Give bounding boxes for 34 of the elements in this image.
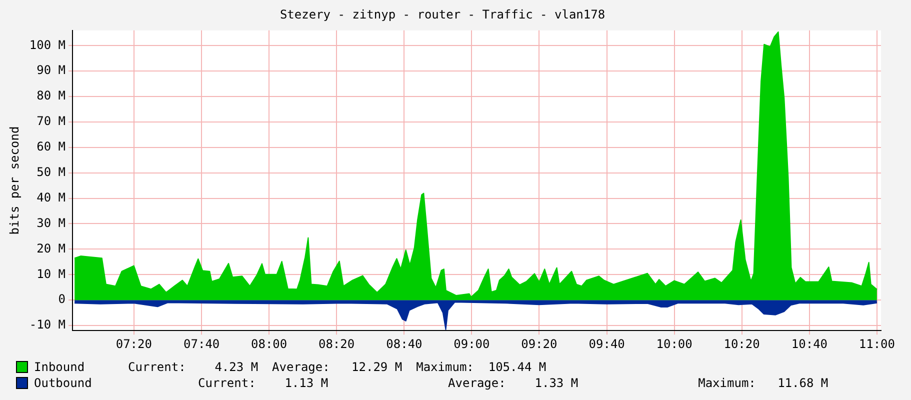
y-tick-label: 40 M	[36, 190, 66, 204]
y-tick-label: 70 M	[36, 114, 66, 128]
x-tick-label: 11:00	[858, 336, 896, 351]
legend-label: Inbound	[34, 360, 86, 374]
y-tick-label: 60 M	[36, 140, 66, 154]
y-tick-label: 30 M	[36, 216, 66, 230]
text: Maximum: 105.44 M	[416, 360, 546, 374]
text: Average: 1.33 M	[448, 376, 578, 390]
text: Current: 1.13 M	[198, 376, 328, 390]
text: Maximum: 11.68 M	[698, 376, 828, 390]
x-tick-label: 08:00	[251, 336, 288, 351]
y-tick-label: 100 M	[29, 38, 66, 52]
y-tick-label: 10 M	[36, 266, 66, 281]
text: Average: 12.29 M	[272, 360, 402, 374]
y-tick-label: 0	[58, 292, 66, 306]
x-tick-label: 07:20	[116, 336, 152, 351]
x-tick-label: 10:00	[656, 336, 692, 351]
chart-title: Stezery - zitnyp - router - Traffic - vlan178	[280, 7, 606, 22]
x-tick-label: 09:20	[521, 336, 558, 351]
y-tick-label: 20 M	[36, 241, 66, 256]
x-tick-label: 10:20	[724, 336, 760, 351]
x-tick-label: 09:40	[588, 336, 625, 351]
x-tick-label: 08:40	[386, 336, 422, 351]
y-axis-title: bits per second	[7, 126, 22, 235]
x-tick-label: 09:00	[454, 336, 490, 351]
x-tick-label: 07:40	[184, 336, 220, 351]
text: Current: 4.23 M	[128, 360, 258, 374]
y-tick-label: -10 M	[29, 318, 66, 332]
x-tick-label: 08:20	[318, 336, 355, 351]
legend-label: Outbound	[34, 376, 93, 390]
y-tick-label: 90 M	[36, 63, 66, 78]
y-tick-label: 80 M	[36, 88, 66, 103]
x-tick-label: 10:40	[791, 336, 828, 351]
y-tick-label: 50 M	[36, 164, 66, 179]
